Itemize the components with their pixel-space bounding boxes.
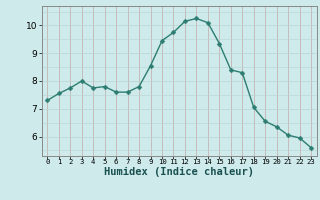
X-axis label: Humidex (Indice chaleur): Humidex (Indice chaleur) xyxy=(104,167,254,177)
